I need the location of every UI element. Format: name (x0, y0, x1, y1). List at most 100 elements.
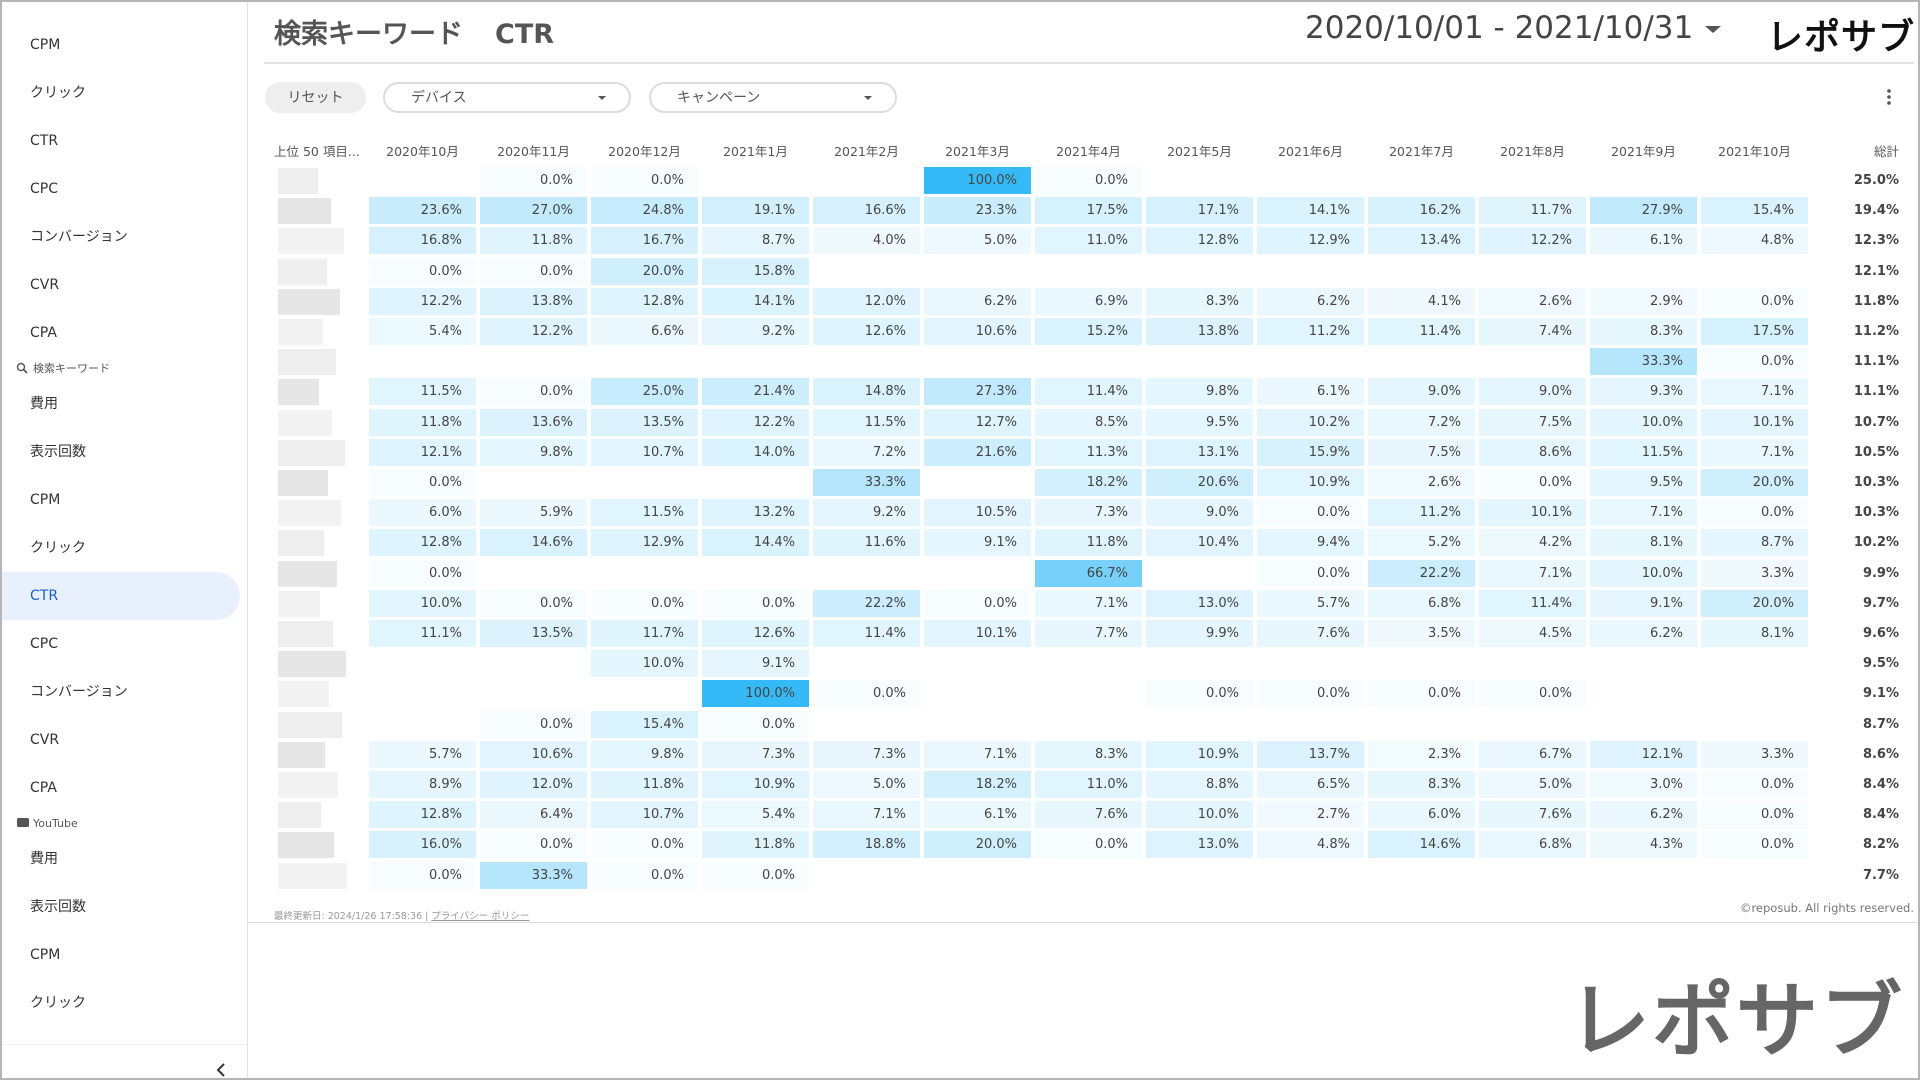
heat-cell: 7.6% (1035, 801, 1142, 829)
column-header: 2021年8月 (1500, 144, 1565, 159)
date-range[interactable]: 2020/10/01 - 2021/10/31 (1305, 10, 1694, 46)
heat-cell: 6.0% (369, 499, 476, 527)
heat-cell: 0.0% (369, 861, 476, 889)
heat-cell: 6.7% (1479, 740, 1586, 768)
campaign-dropdown[interactable]: キャンペーン (649, 82, 897, 113)
heat-cell: 14.0% (702, 438, 809, 466)
heat-cell: 7.2% (1368, 408, 1475, 436)
nav-item[interactable]: CPM (30, 947, 61, 963)
row-total: 11.1% (1853, 354, 1899, 370)
heat-cell: 12.2% (1479, 227, 1586, 255)
date-dropdown-icon[interactable] (1702, 22, 1724, 36)
heat-cell: 0.0% (480, 257, 587, 285)
heat-cell: 8.1% (1701, 620, 1808, 647)
nav-item[interactable]: 表示回数 (30, 899, 86, 915)
heat-cell: 23.6% (369, 197, 476, 225)
heat-cell: 5.9% (480, 499, 587, 527)
heat-cell: 0.0% (369, 559, 476, 587)
nav-item[interactable]: CTR (2, 572, 240, 620)
heat-cell: 24.8% (591, 197, 698, 225)
nav-item[interactable]: CPA (30, 325, 57, 341)
nav-item[interactable]: クリック (30, 540, 86, 556)
blurred-keyword (278, 711, 342, 738)
row-total: 10.5% (1853, 444, 1899, 460)
nav-item[interactable]: CTR (30, 133, 59, 149)
nav-item[interactable]: CVR (30, 277, 60, 293)
blurred-keyword (278, 590, 320, 617)
heat-cell: 2.6% (1479, 287, 1586, 315)
heat-cell: 11.7% (591, 620, 698, 647)
heat-cell: 13.1% (1146, 438, 1253, 466)
sidebar: CPM クリック CTR CPC コンバージョン CVR CPA 検索キーワード 費用 表示回数 C… (2, 2, 248, 1078)
heat-cell: 0.0% (480, 710, 587, 738)
heat-cell: 4.1% (1368, 287, 1475, 315)
nav-item[interactable]: CPM (30, 37, 61, 53)
heat-cell: 12.1% (369, 438, 476, 466)
heat-cell: 0.0% (1701, 771, 1808, 798)
heat-cell: 3.5% (1368, 620, 1475, 647)
heat-cell: 5.0% (813, 771, 920, 798)
heat-cell: 9.0% (1479, 378, 1586, 406)
heat-cell: 0.0% (1035, 167, 1142, 194)
nav-item[interactable]: コンバージョン (30, 684, 128, 700)
heat-cell: 10.1% (1479, 499, 1586, 527)
heat-cell: 7.1% (1590, 499, 1697, 527)
blurred-keyword (278, 470, 328, 496)
heat-cell: 8.3% (1146, 287, 1253, 315)
row-total: 19.4% (1853, 203, 1899, 219)
footer-left: 最終更新日: 2024/1/26 17:58:36 | プライバシー ポリシー (274, 911, 530, 922)
nav-item[interactable]: クリック (30, 995, 86, 1011)
heat-cell: 0.0% (591, 589, 698, 617)
nav-item[interactable]: クリック (30, 85, 86, 101)
heat-cell: 12.9% (1257, 227, 1364, 255)
heat-cell: 11.5% (591, 499, 698, 527)
heat-cell: 7.7% (1035, 620, 1142, 647)
heat-cell: 10.0% (369, 589, 476, 617)
heat-cell: 9.1% (924, 529, 1031, 557)
heat-cell: 17.1% (1146, 197, 1253, 225)
heat-cell: 20.0% (1701, 469, 1808, 496)
row-total: 25.0% (1853, 173, 1899, 188)
copyright: ©reposub. All rights reserved. (1739, 901, 1914, 915)
reset-button[interactable]: リセット (265, 82, 366, 113)
heat-cell: 0.0% (1701, 287, 1808, 315)
heat-cell: 10.7% (591, 438, 698, 466)
logo: レポサブ (1767, 17, 1916, 58)
heat-cell: 10.5% (924, 499, 1031, 527)
heat-cell: 0.0% (1701, 348, 1808, 376)
heat-cell: 12.8% (369, 801, 476, 829)
row-total: 10.3% (1853, 505, 1899, 521)
heat-cell: 11.8% (1035, 529, 1142, 557)
nav-item[interactable]: CVR (30, 732, 60, 748)
heat-cell: 12.0% (813, 287, 920, 315)
heat-cell: 27.9% (1590, 197, 1697, 225)
heat-cell: 7.3% (702, 740, 809, 768)
heat-cell: 100.0% (924, 167, 1031, 194)
nav-item[interactable]: CPC (30, 636, 58, 652)
nav-item[interactable]: CPA (30, 780, 57, 796)
privacy-link[interactable]: プライバシー ポリシー (431, 911, 530, 922)
heat-cell: 13.4% (1368, 227, 1475, 255)
heat-cell: 10.0% (1590, 559, 1697, 587)
nav-item[interactable]: 費用 (30, 851, 58, 867)
nav-item[interactable]: 費用 (30, 396, 58, 412)
row-total: 10.2% (1853, 535, 1899, 551)
more-menu[interactable] (1882, 88, 1896, 108)
heat-cell: 18.2% (924, 771, 1031, 798)
blurred-keyword (278, 198, 331, 225)
blurred-keyword (278, 228, 344, 255)
collapse-icon[interactable] (216, 1063, 225, 1077)
heat-cell: 5.0% (924, 227, 1031, 255)
nav-item[interactable]: CPM (30, 492, 61, 508)
heat-cell: 12.2% (480, 318, 587, 345)
heat-cell: 2.3% (1368, 740, 1475, 768)
heat-cell: 7.6% (1479, 801, 1586, 829)
nav-item[interactable]: CPC (30, 181, 58, 197)
nav-item[interactable]: 表示回数 (30, 444, 86, 460)
nav-item[interactable]: コンバージョン (30, 229, 128, 245)
heat-cell: 7.1% (1701, 438, 1808, 466)
heat-cell: 5.4% (702, 801, 809, 829)
heat-cell: 10.0% (1590, 408, 1697, 436)
heat-cell: 0.0% (480, 167, 587, 194)
device-dropdown[interactable]: デバイス (383, 82, 631, 113)
